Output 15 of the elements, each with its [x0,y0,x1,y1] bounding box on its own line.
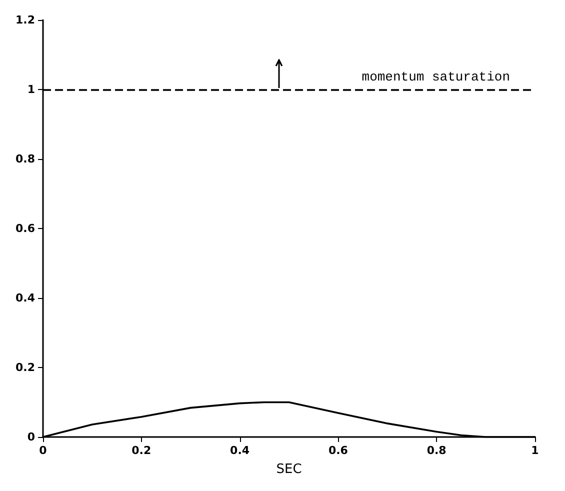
y-tick-label: 0 [27,430,36,444]
ref-line-label: momentum saturation [362,70,510,84]
y-tick-label: 1 [27,83,35,96]
x-tick-label: 0.8 [426,444,446,457]
x-tick-label: 1 [531,444,539,457]
x-tick-label: 0.4 [230,444,250,457]
x-tick-label: 0 [39,444,48,457]
y-tick-label: 1.2 [16,14,35,26]
x-tick-label: 0.6 [328,444,348,457]
x-axis-title: SEC [276,462,302,477]
y-tick-label: 0.2 [16,361,35,374]
y-tick-label: 0.8 [16,152,35,166]
y-tick-label: 0.4 [16,292,36,304]
y-tick-label: 0.6 [16,222,36,235]
x-tick-label: 0.2 [132,444,152,457]
